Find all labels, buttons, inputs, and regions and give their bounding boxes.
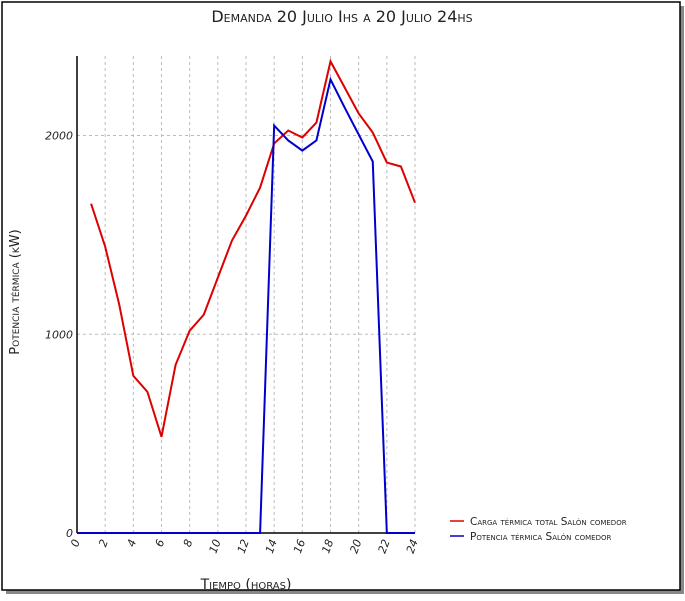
chart-title: Demanda 20 Julio Ihs a 20 Julio 24hs bbox=[211, 7, 472, 26]
x-tick-label: 6 bbox=[153, 538, 168, 549]
x-tick-label: 20 bbox=[347, 538, 364, 556]
x-tick-label: 10 bbox=[207, 538, 224, 556]
x-tick-label: 24 bbox=[404, 538, 421, 556]
series-line bbox=[77, 76, 415, 534]
x-tick-label: 8 bbox=[181, 538, 196, 549]
x-tick-label: 0 bbox=[68, 538, 83, 549]
x-tick-label: 16 bbox=[291, 538, 308, 556]
x-tick-label: 2 bbox=[96, 538, 111, 549]
y-tick-label: 2000 bbox=[45, 130, 73, 143]
y-axis-label: Potencia térmica (kW) bbox=[8, 229, 23, 354]
x-axis-label: Tiempo (horas) bbox=[200, 577, 292, 593]
frame bbox=[1, 1, 681, 591]
legend-label: Potencia térmica Salón comedor bbox=[470, 531, 611, 543]
y-tick-label: 0 bbox=[66, 527, 73, 540]
x-tick-label: 22 bbox=[376, 538, 393, 556]
x-tick-label: 14 bbox=[263, 538, 280, 556]
x-tick-label: 4 bbox=[125, 538, 140, 549]
series-line bbox=[90, 58, 416, 438]
x-tick-label: 12 bbox=[235, 538, 252, 556]
y-tick-label: 1000 bbox=[45, 328, 73, 341]
x-tick-label: 18 bbox=[319, 538, 336, 556]
legend-label: Carga térmica total Salón comedor bbox=[470, 516, 627, 528]
